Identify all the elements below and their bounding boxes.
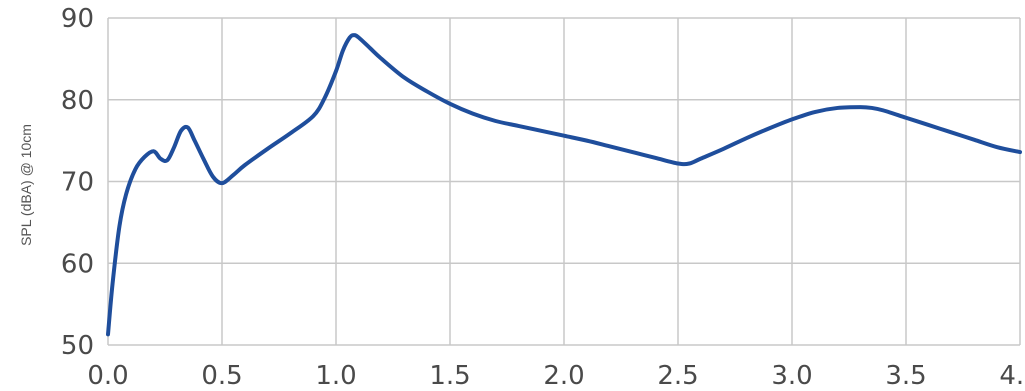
y-tick-label: 70 <box>61 168 94 198</box>
grid-layer <box>107 17 1021 346</box>
x-tick-label: 3.0 <box>771 361 812 391</box>
x-tick-label: 1.0 <box>315 361 356 391</box>
series-layer <box>106 33 1022 337</box>
y-axis-title: SPL (dBA) @ 10cm <box>18 124 34 246</box>
x-tick-label: 2.0 <box>543 361 584 391</box>
series-line <box>106 33 1022 337</box>
x-tick-label: 0.0 <box>87 361 128 391</box>
y-tick-labels: 50 60 70 80 90 <box>61 4 94 361</box>
x-tick-label: 1.5 <box>429 361 470 391</box>
x-tick-labels: 0.0 0.5 1.0 1.5 2.0 2.5 3.0 3.5 4.0 <box>87 361 1025 391</box>
y-tick-label: 50 <box>61 331 94 361</box>
y-tick-label: 80 <box>61 86 94 116</box>
x-tick-label: 0.5 <box>201 361 242 391</box>
y-tick-label: 60 <box>61 249 94 279</box>
x-tick-label: 2.5 <box>657 361 698 391</box>
x-tick-label: 4.0 <box>999 361 1025 391</box>
x-tick-label: 3.5 <box>885 361 926 391</box>
y-tick-label: 90 <box>61 4 94 34</box>
